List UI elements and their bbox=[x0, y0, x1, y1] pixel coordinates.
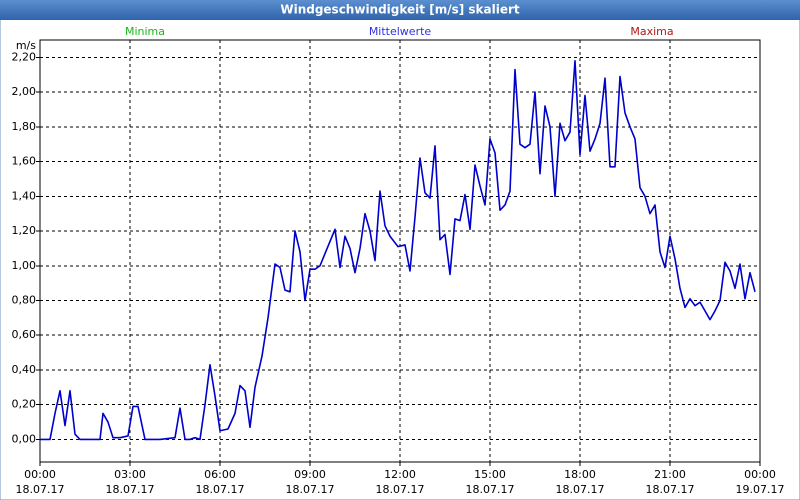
x-tick-label: 00:00 bbox=[24, 468, 56, 481]
x-tick-label: 03:00 bbox=[114, 468, 146, 481]
y-tick-label: 0,20 bbox=[12, 398, 37, 411]
x-tick-label: 21:00 bbox=[654, 468, 686, 481]
x-tick-label: 06:00 bbox=[204, 468, 236, 481]
x-tick-date: 18.07.17 bbox=[466, 483, 515, 496]
title-bar bbox=[0, 0, 800, 20]
x-tick-date: 18.07.17 bbox=[16, 483, 65, 496]
x-tick-date: 18.07.17 bbox=[106, 483, 155, 496]
legend-label: Minima bbox=[125, 25, 165, 38]
x-tick-date: 19.07.17 bbox=[736, 483, 785, 496]
plot-frame bbox=[39, 39, 761, 463]
chart-title: Windgeschwindigkeit [m/s] skaliert bbox=[280, 3, 520, 17]
y-unit: m/s bbox=[16, 39, 36, 52]
x-tick-date: 18.07.17 bbox=[646, 483, 695, 496]
y-tick-label: 1,80 bbox=[12, 120, 37, 133]
y-tick-label: 0,60 bbox=[12, 328, 37, 341]
y-tick-label: 1,00 bbox=[12, 259, 37, 272]
x-tick-label: 00:00 bbox=[744, 468, 776, 481]
y-tick-label: 1,60 bbox=[12, 155, 37, 168]
legend-label: Maxima bbox=[630, 25, 673, 38]
y-tick-label: 0,80 bbox=[12, 293, 37, 306]
x-tick-label: 15:00 bbox=[474, 468, 506, 481]
y-tick-label: 1,20 bbox=[12, 224, 37, 237]
x-tick-date: 18.07.17 bbox=[556, 483, 605, 496]
y-tick-label: 1,40 bbox=[12, 189, 37, 202]
y-tick-label: 2,20 bbox=[12, 50, 37, 63]
x-tick-date: 18.07.17 bbox=[196, 483, 245, 496]
x-tick-date: 18.07.17 bbox=[286, 483, 335, 496]
y-tick-label: 0,00 bbox=[12, 432, 37, 445]
x-tick-date: 18.07.17 bbox=[376, 483, 425, 496]
x-tick-label: 09:00 bbox=[294, 468, 326, 481]
legend-label: Mittelwerte bbox=[369, 25, 432, 38]
x-tick-label: 18:00 bbox=[564, 468, 596, 481]
series-line bbox=[40, 60, 756, 441]
x-tick-label: 12:00 bbox=[384, 468, 416, 481]
y-tick-label: 2,00 bbox=[12, 85, 37, 98]
y-tick-label: 0,40 bbox=[12, 363, 37, 376]
